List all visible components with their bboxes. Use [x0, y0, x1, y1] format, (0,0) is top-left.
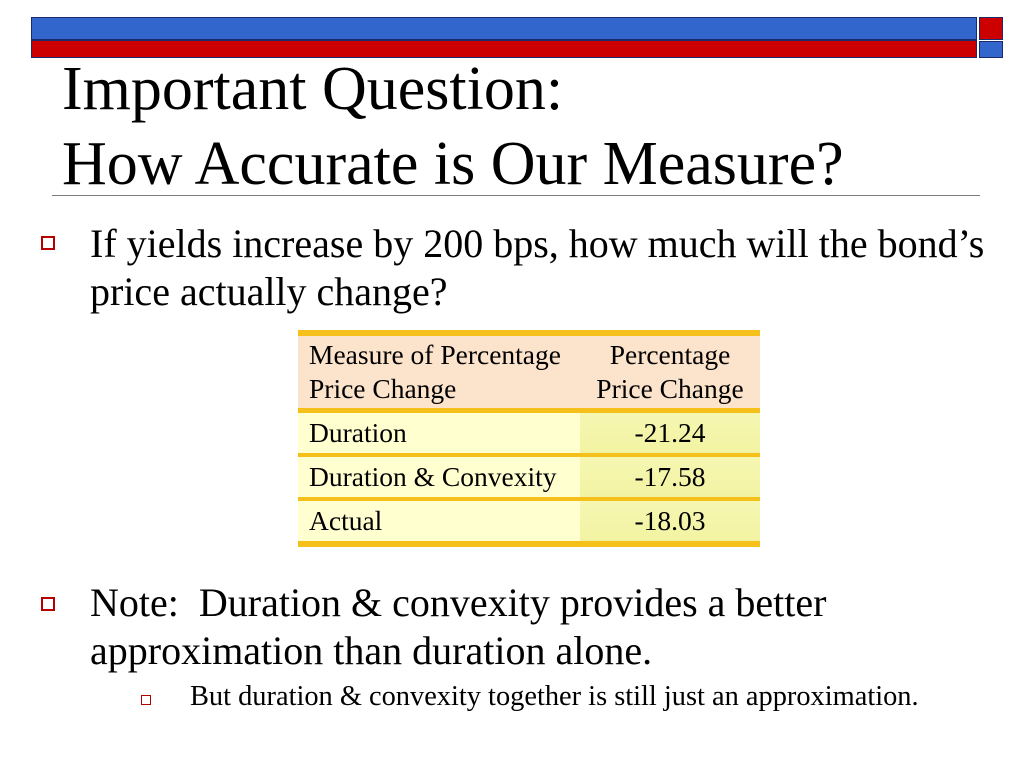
header-red-bar	[31, 40, 977, 58]
table-row: Duration & Convexity -17.58	[298, 457, 760, 501]
bullet-1-text: If yields increase by 200 bps, how much …	[90, 221, 995, 314]
cell-change: -17.58	[580, 457, 760, 497]
table-row: Duration -21.24	[298, 413, 760, 457]
header-red-square	[979, 17, 1003, 40]
slide-title: Important Question: How Accurate is Our …	[62, 52, 844, 202]
cell-change: -21.24	[580, 413, 760, 453]
title-line-2: How Accurate is Our Measure?	[62, 130, 844, 198]
cell-measure: Actual	[298, 501, 580, 541]
cell-measure: Duration & Convexity	[298, 457, 580, 497]
hollow-square-bullet-icon	[141, 695, 151, 705]
table-row: Actual -18.03	[298, 501, 760, 541]
title-line-1: Important Question:	[62, 55, 564, 123]
header-blue-bar	[31, 17, 977, 40]
hollow-square-bullet-icon	[41, 236, 55, 250]
header-measure: Measure of Percentage Price Change	[309, 339, 561, 404]
table-header-row: Measure of Percentage Price Change Perce…	[298, 336, 760, 413]
title-divider	[52, 195, 980, 196]
bullet-2-text: Note: Duration & convexity provides a be…	[90, 580, 837, 673]
cell-measure: Duration	[298, 413, 580, 453]
comparison-table: Measure of Percentage Price Change Perce…	[298, 330, 760, 547]
header-change: Percentage Price Change	[596, 339, 744, 404]
hollow-square-bullet-icon	[41, 597, 55, 611]
header-blue-square	[979, 41, 1003, 58]
cell-change: -18.03	[580, 501, 760, 541]
sub-bullet-text: But duration & convexity together is sti…	[190, 681, 919, 712]
